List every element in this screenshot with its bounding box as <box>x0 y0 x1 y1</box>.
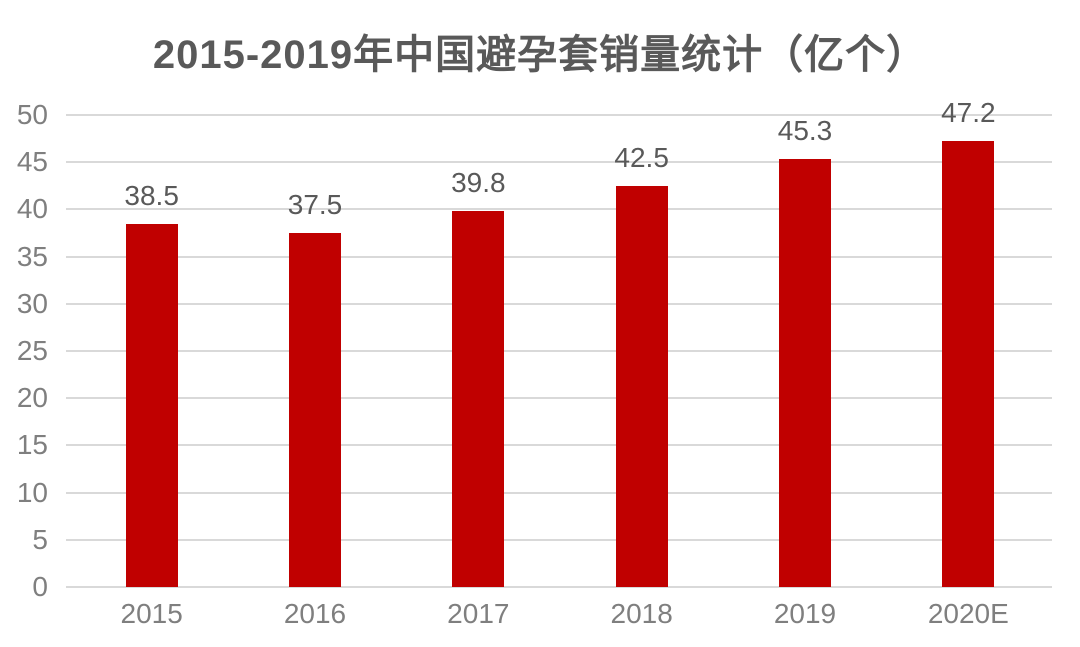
bar-value-label: 45.3 <box>777 115 833 147</box>
gridline-y-20 <box>66 397 1052 400</box>
y-axis-tick-label: 40 <box>16 193 48 225</box>
y-axis-tick-label: 35 <box>16 240 48 272</box>
gridline-y-30 <box>66 302 1052 305</box>
gridline-y-15 <box>66 444 1052 447</box>
x-axis-tick-label: 2019 <box>773 598 837 629</box>
bar-value-label: 42.5 <box>614 141 669 173</box>
bar-2018 <box>615 185 668 587</box>
x-axis-tick-label: 2015 <box>120 598 183 629</box>
y-axis-tick-label: 30 <box>16 287 48 319</box>
gridline-y-0 <box>66 586 1052 588</box>
x-axis-tick-label: 2020E <box>927 598 1009 629</box>
y-axis-tick-label: 25 <box>16 335 48 366</box>
y-axis-tick-label: 20 <box>16 382 48 414</box>
x-axis-tick-label: 2018 <box>610 598 673 629</box>
bar-value-label: 37.5 <box>287 189 343 220</box>
gridline-y-5 <box>66 538 1052 541</box>
gridline-y-45 <box>66 161 1052 164</box>
bar-2017 <box>452 211 505 587</box>
y-axis-tick-label: 0 <box>32 571 48 602</box>
bar-2019 <box>779 159 831 587</box>
x-axis-tick-label: 2016 <box>283 598 347 629</box>
gridline-y-35 <box>66 255 1052 258</box>
bar-value-label: 38.5 <box>124 179 179 211</box>
bar-value-label: 47.2 <box>941 97 996 129</box>
y-axis-tick-label: 5 <box>32 523 48 555</box>
bar-2016 <box>289 233 341 587</box>
gridline-y-50 <box>66 114 1052 116</box>
chart-title: 2015-2019年中国避孕套销量统计（亿个） <box>152 33 928 77</box>
bar-2015 <box>125 223 178 587</box>
bar-2020E <box>942 141 995 587</box>
y-axis-tick-label: 45 <box>16 146 48 178</box>
gridline-y-40 <box>66 208 1052 211</box>
bar-value-label: 39.8 <box>451 167 506 199</box>
x-axis-tick-label: 2017 <box>447 598 510 629</box>
y-axis-tick-label: 15 <box>16 429 48 461</box>
gridline-y-10 <box>66 491 1052 494</box>
gridline-y-25 <box>66 350 1052 352</box>
y-axis-tick-label: 50 <box>16 99 48 130</box>
y-axis-tick-label: 10 <box>16 476 48 508</box>
